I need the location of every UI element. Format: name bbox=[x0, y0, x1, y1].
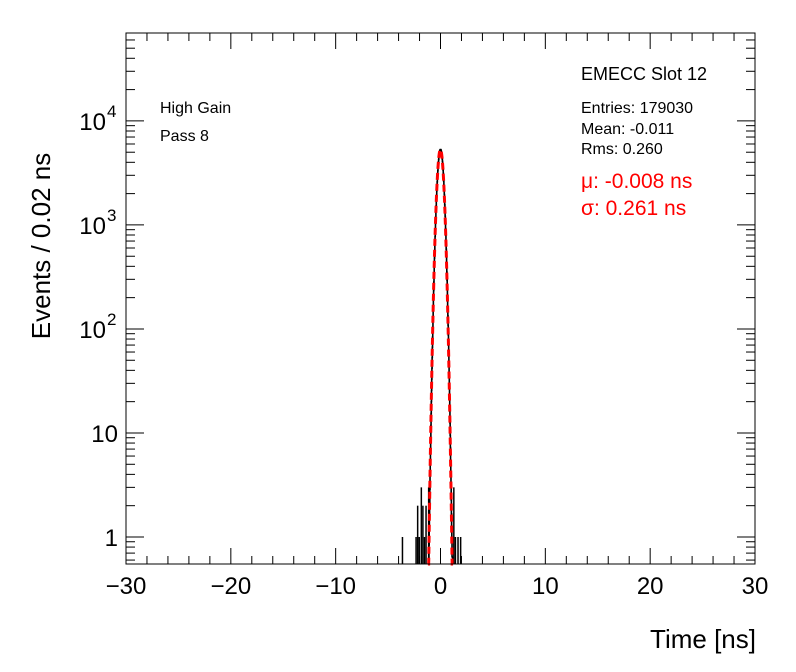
y-tick-label: 10 bbox=[79, 213, 106, 240]
x-tick-label: 20 bbox=[637, 573, 664, 600]
y-tick-label: 10 bbox=[79, 109, 106, 136]
y-tick-label: 10 bbox=[91, 421, 118, 448]
histogram-peak bbox=[427, 148, 455, 565]
x-tick-label: −30 bbox=[106, 573, 147, 600]
mean-label: Mean: -0.011 bbox=[581, 121, 674, 138]
y-axis-label: Events / 0.02 ns bbox=[26, 153, 56, 339]
y-tick-label-exponent: 2 bbox=[107, 310, 116, 329]
histogram bbox=[401, 148, 462, 565]
histogram-bin bbox=[423, 536, 426, 564]
x-tick-label: 30 bbox=[742, 573, 769, 600]
rms-label: Rms: 0.260 bbox=[581, 141, 663, 158]
histogram-bin bbox=[457, 536, 459, 564]
y-tick-label-exponent: 3 bbox=[107, 206, 116, 225]
y-tick-label-exponent: 4 bbox=[107, 102, 116, 121]
x-tick-label: −10 bbox=[315, 573, 356, 600]
x-tick-label: 10 bbox=[532, 573, 559, 600]
gaussian-fit bbox=[427, 148, 454, 566]
histogram-bin bbox=[415, 536, 417, 564]
x-tick-label: 0 bbox=[434, 573, 447, 600]
y-tick-label: 1 bbox=[105, 525, 118, 552]
histogram-bin bbox=[401, 536, 404, 564]
histogram-bin bbox=[425, 505, 427, 564]
x-axis-label: Time [ns] bbox=[650, 624, 756, 654]
histogram-bin bbox=[453, 487, 455, 564]
histogram-bin bbox=[416, 505, 419, 564]
pass-label: Pass 8 bbox=[160, 128, 209, 145]
fit-sigma-label: σ: 0.261 ns bbox=[581, 197, 686, 220]
slot-label: EMECC Slot 12 bbox=[581, 64, 707, 84]
fit-curve bbox=[427, 148, 454, 566]
entries-label: Entries: 179030 bbox=[581, 100, 693, 117]
y-tick-label: 10 bbox=[79, 317, 106, 344]
histogram-bin bbox=[459, 536, 462, 564]
x-tick-label: −20 bbox=[210, 573, 251, 600]
histogram-bin bbox=[418, 536, 420, 564]
gain-label: High Gain bbox=[160, 100, 231, 117]
histogram-bin bbox=[420, 487, 423, 564]
histogram-bin bbox=[422, 505, 424, 564]
fit-mu-label: μ: -0.008 ns bbox=[581, 170, 692, 193]
histogram-bin bbox=[454, 536, 457, 564]
